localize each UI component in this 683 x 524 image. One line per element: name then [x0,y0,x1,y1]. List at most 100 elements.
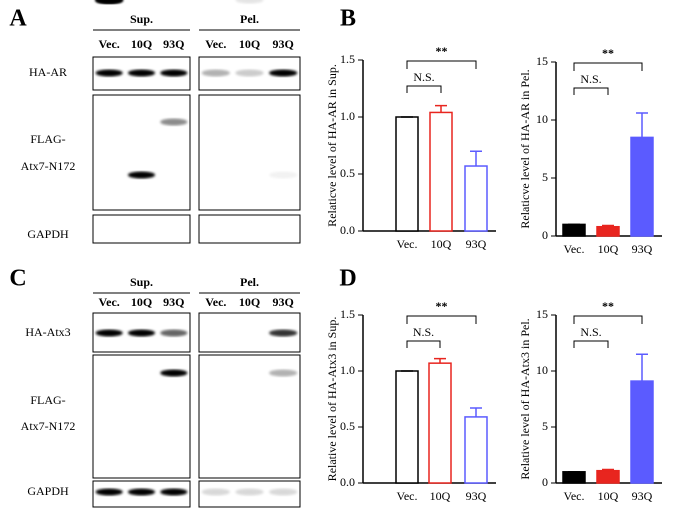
x-tick-label: 93Q [632,489,653,503]
bracket [406,340,441,348]
bar [630,380,654,484]
x-tick-label: 10Q [598,489,619,503]
blot-row-label: HA-Atx3 [25,325,70,339]
significance: N.S. [413,325,434,339]
bracket [406,85,442,93]
significance: N.S. [580,72,601,86]
lane-label: 10Q [131,295,152,309]
lane-label: 10Q [239,295,260,309]
blot-band [160,118,188,126]
blot-band [127,488,156,496]
y-tick-label: 15 [536,307,548,321]
blot-band [201,69,230,77]
fraction-label: Sup. [130,275,153,289]
error-bar [636,353,648,382]
error-bar [602,468,614,471]
bracket [573,315,643,324]
x-tick-label: Vec. [564,489,585,503]
x-tick-label: Vec. [397,237,418,251]
blot-band [95,329,123,337]
lane-label: 93Q [163,295,184,309]
blot-band [235,0,264,4]
y-axis-label: Relative level of HA-Atx3 in Sup. [325,317,339,482]
error-bar [434,357,446,364]
bar [562,223,586,237]
x-tick-label: Vec. [564,242,585,256]
error-bar [435,104,447,113]
lane-label: 10Q [131,37,152,51]
blot-band [127,329,156,337]
y-tick-label: 1.5 [340,52,355,66]
x-tick-label: 10Q [430,489,451,503]
blot-band [269,329,298,337]
bar [464,165,488,232]
blot-box [198,214,301,244]
x-tick-label: Vec. [397,489,418,503]
bracket [573,340,609,348]
blot-band [235,488,264,496]
blot-band [269,171,298,179]
bar [596,469,620,484]
lane-label: 93Q [163,37,184,51]
y-tick-label: 0.0 [340,223,355,237]
bar [429,111,453,232]
significance: N.S. [413,70,434,84]
blot-row-label: FLAG- [30,393,65,407]
fraction-label: Sup. [130,12,153,26]
bracket [573,62,643,71]
blot-row-label: Atx7-N172 [21,419,76,433]
x-tick-label: 93Q [466,489,487,503]
error-bar [636,112,648,138]
y-tick-label: 10 [536,363,548,377]
bar [630,136,654,237]
blot-band [235,69,264,77]
x-tick-label: 93Q [632,242,653,256]
panel-letter: C [9,266,26,292]
blot-band [269,69,298,77]
blot-band [160,69,188,77]
error-bar [470,407,482,417]
lane-label: Vec. [205,295,226,309]
lane-label: 93Q [272,295,293,309]
x-tick-label: 10Q [431,237,452,251]
blot-box [92,94,191,211]
panel-letter: D [339,266,356,292]
blot-row-label: GAPDH [27,227,69,241]
blot-band [269,369,298,377]
blot-box [92,214,191,244]
significance: ** [436,299,448,313]
blot-band [269,488,298,496]
blot-band [127,171,156,179]
bar [395,116,419,232]
bar [428,362,452,484]
y-tick-label: 1.5 [340,307,355,321]
bracket [406,315,477,324]
blot-band [127,69,156,77]
blot-row-label: FLAG- [30,132,65,146]
panel-letter: B [340,6,356,32]
x-tick-label: 10Q [598,242,619,256]
y-tick-label: 0.5 [340,166,355,180]
lane-label: 10Q [239,37,260,51]
y-tick-label: 5 [542,419,548,433]
y-tick-label: 1.0 [340,363,355,377]
bar [562,471,586,484]
y-tick-label: 0 [542,228,548,242]
lane-label: Vec. [99,295,120,309]
fraction-label: Pel. [240,12,259,26]
error-bar [602,224,614,227]
blot-band [160,369,188,377]
significance: ** [602,46,614,60]
y-tick-label: 0.5 [340,419,355,433]
lane-label: Vec. [205,37,226,51]
blot-band [95,488,123,496]
lane-label: Vec. [99,37,120,51]
bar [395,370,419,484]
blot-band [95,69,123,77]
blot-row-label: Atx7-N172 [21,159,76,173]
fraction-label: Pel. [240,275,259,289]
y-axis-label: Relative level of HA-Atx3 in Pel. [518,318,532,479]
blot-band [160,488,188,496]
panel-letter: A [9,6,27,32]
y-tick-label: 5 [542,170,548,184]
